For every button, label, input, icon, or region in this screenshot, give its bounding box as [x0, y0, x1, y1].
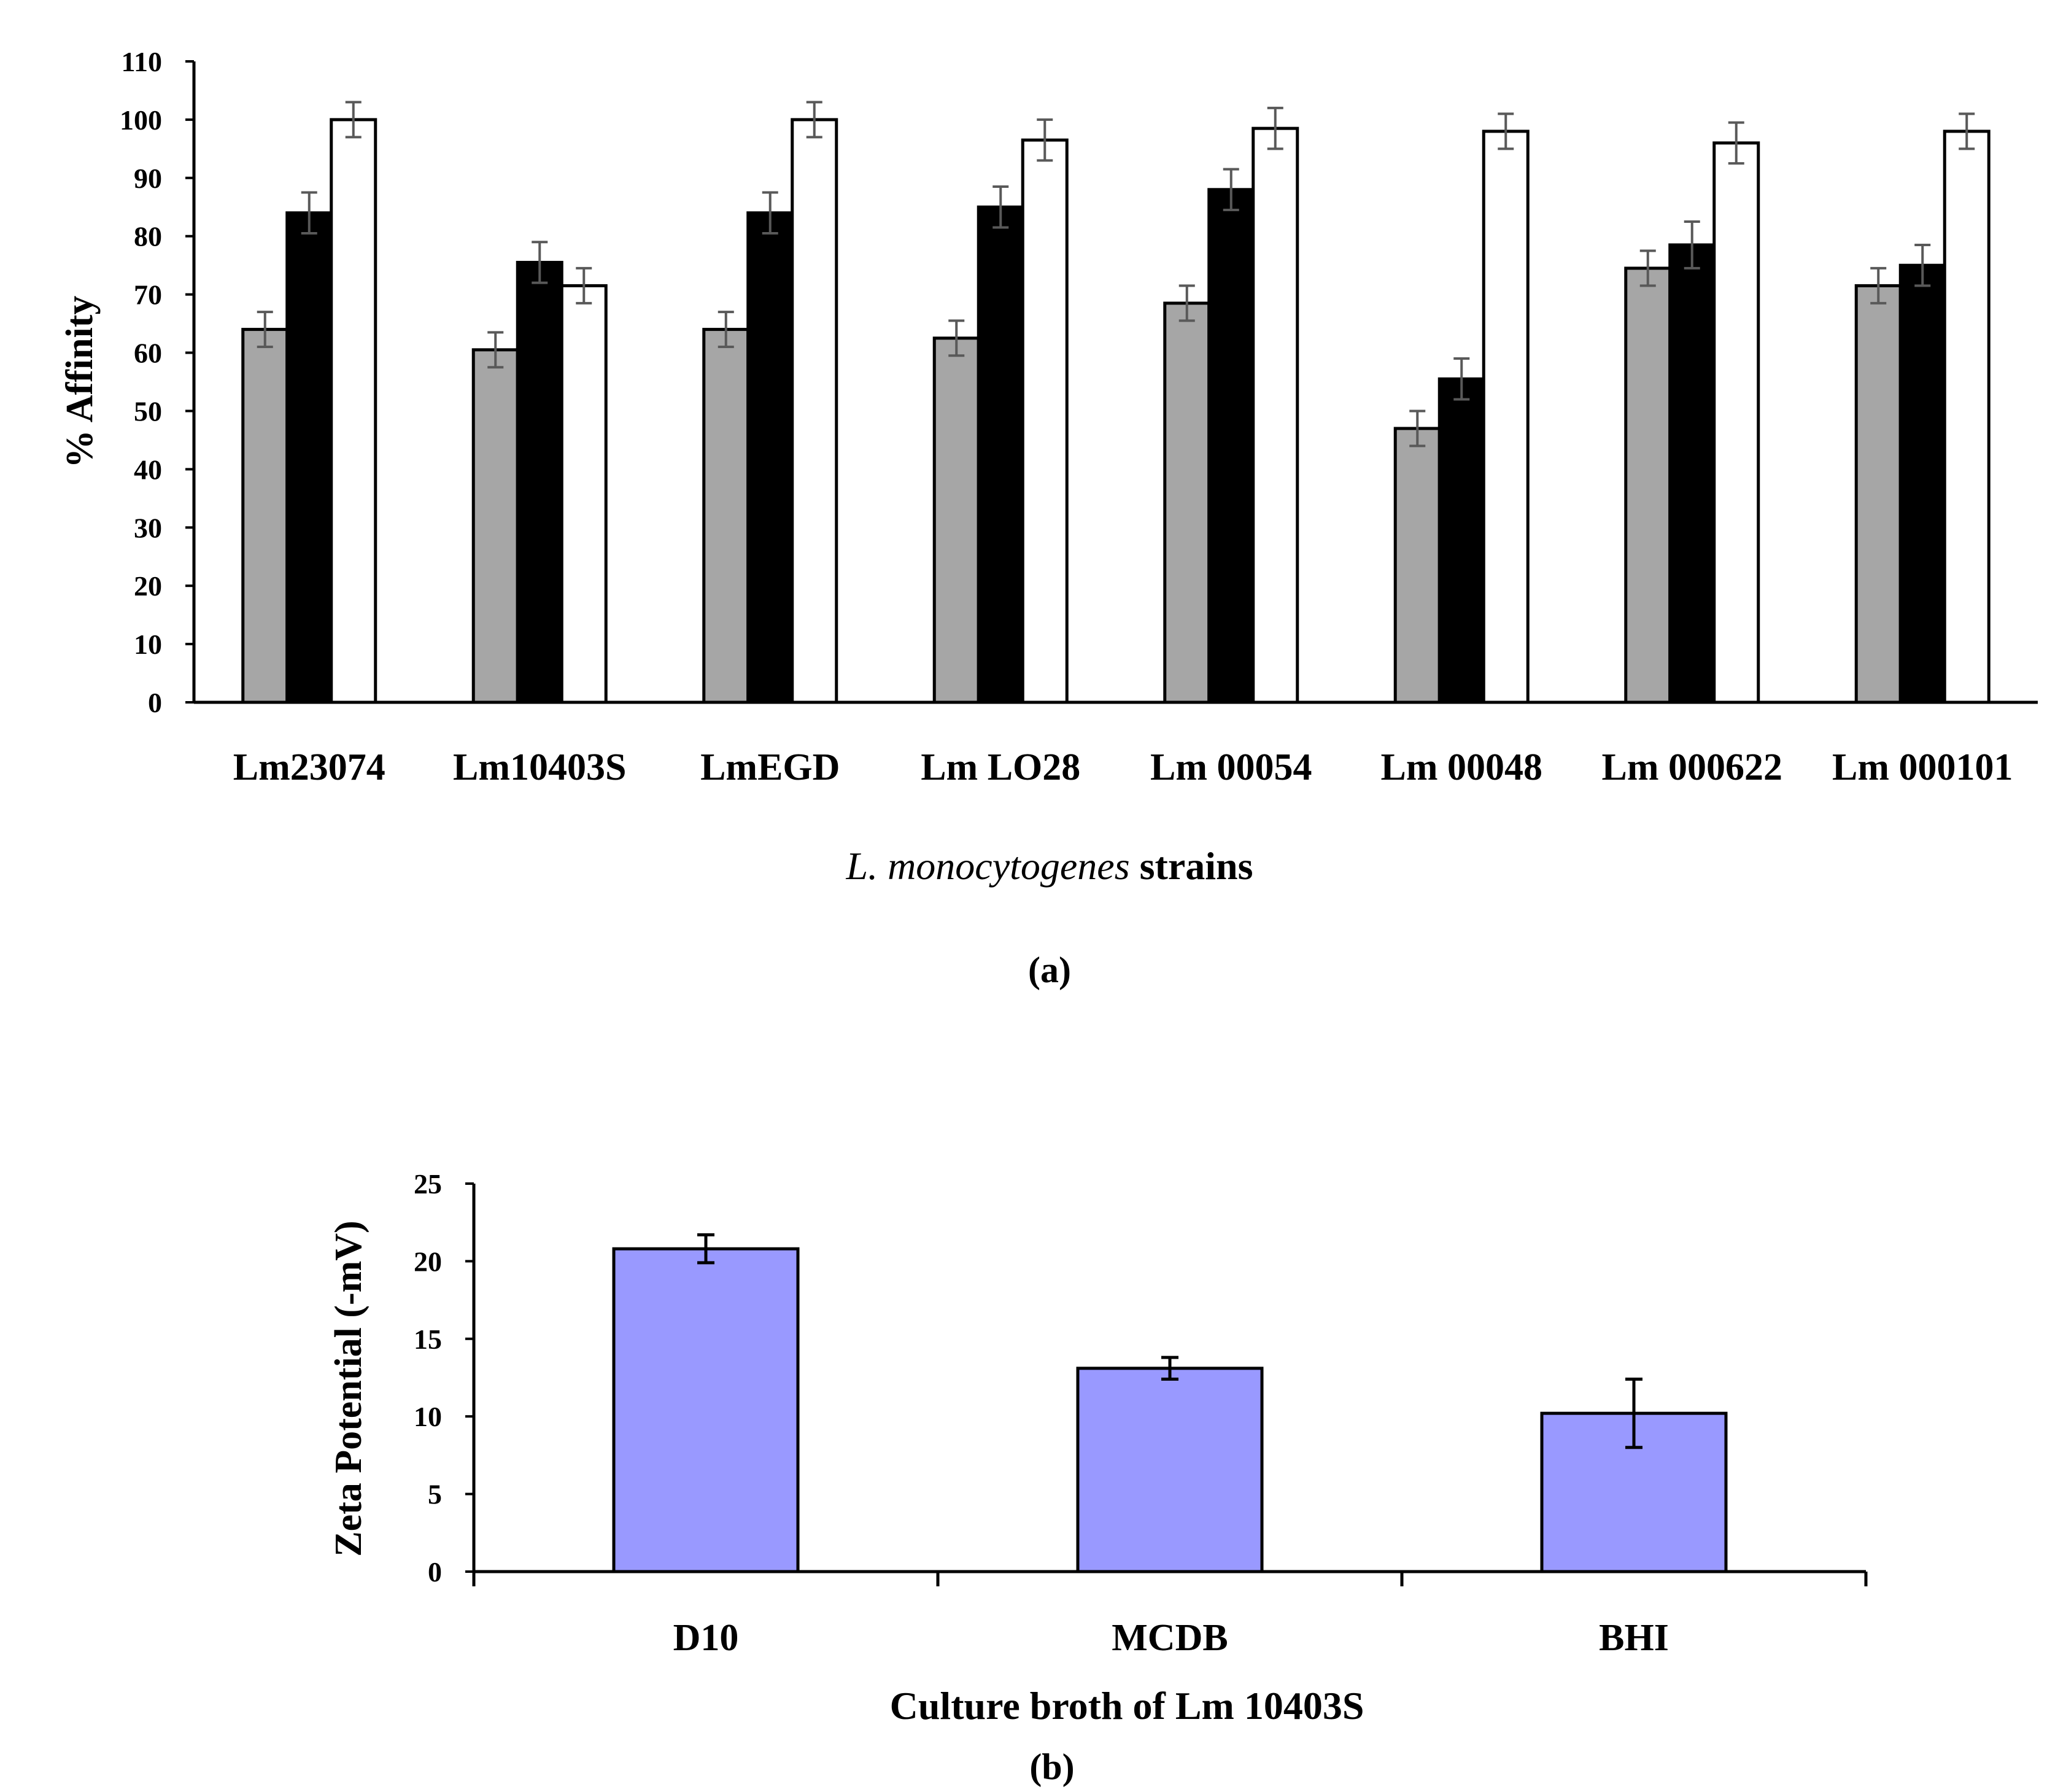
x-category-label: BHI: [1599, 1617, 1669, 1659]
bar-series-2: [1437, 377, 1485, 704]
y-tick-label: 50: [134, 395, 162, 427]
bar-series-1: [241, 328, 289, 704]
x-category-label: Lm 000101: [1832, 747, 2013, 788]
bar-series-1: [932, 336, 980, 704]
x-category-label: Lm 00054: [1150, 747, 1312, 788]
y-tick-label: 10: [414, 1401, 442, 1432]
y-tick-label: 30: [134, 512, 162, 543]
bar-series-1: [471, 348, 519, 704]
x-category-label: Lm23074: [233, 747, 385, 788]
bar-series-3: [791, 118, 838, 704]
bar-series-3: [560, 284, 608, 704]
bar-series-2: [1898, 263, 1946, 704]
bar-series-3: [1482, 130, 1530, 704]
x-category-label: Lm 00048: [1381, 747, 1543, 788]
chart-b: 0 5 10 15 20 25 D10 MCDB BHI Zeta Potential (-mV)…: [328, 1168, 1868, 1787]
x-category-label: Lm10403S: [453, 747, 626, 788]
y-tick-label: 80: [134, 221, 162, 252]
y-tick-label: 20: [414, 1246, 442, 1277]
bar-series-1: [1854, 284, 1902, 704]
y-tick-label: 5: [428, 1479, 442, 1510]
bar-zeta-potential: [612, 1247, 800, 1573]
bar-series-3: [1712, 141, 1760, 704]
x-category-label: LmEGD: [700, 747, 840, 788]
bar-zeta-potential: [1076, 1367, 1264, 1573]
x-category-label: Lm 000622: [1602, 747, 1783, 788]
bar-series-1: [1393, 427, 1441, 704]
chart-caption-a: (a): [1028, 950, 1071, 990]
bar-series-2: [746, 211, 794, 704]
bar-series-3: [1252, 126, 1299, 704]
bar-series-2: [516, 260, 563, 704]
x-category-label: Lm LO28: [921, 747, 1080, 788]
x-category-label: MCDB: [1112, 1617, 1228, 1659]
y-tick-label: 60: [134, 338, 162, 369]
bar-series-3: [1943, 130, 1991, 704]
x-axis-title-italic: L. monocytogenes: [845, 844, 1129, 888]
y-tick-label: 100: [120, 104, 162, 136]
y-tick-label: 70: [134, 279, 162, 311]
x-axis-title-rest: strains: [1130, 844, 1253, 888]
y-tick-label: 25: [414, 1168, 442, 1200]
y-tick-label: 15: [414, 1324, 442, 1355]
bar-series-2: [977, 205, 1024, 704]
y-axis-title: Zeta Potential (-mV): [328, 1220, 369, 1557]
bar-series-3: [330, 118, 377, 704]
x-axis-title: Culture broth of Lm 10403S: [890, 1684, 1364, 1728]
bar-series-1: [1624, 266, 1672, 704]
bar-series-2: [285, 211, 333, 704]
y-tick-label: 20: [134, 570, 162, 602]
y-tick-label: 110: [122, 46, 162, 77]
x-axis-title: L. monocytogenes strains: [845, 844, 1253, 888]
chart-a: 0 10 20 30 40 50 60 70 80 90 100 110 Lm23074 Lm10403S…: [59, 46, 2038, 990]
y-tick-label: 90: [134, 163, 162, 194]
bar-series-1: [1163, 301, 1211, 704]
bar-series-2: [1207, 188, 1255, 704]
y-axis-title: % Affinity: [59, 296, 101, 468]
y-tick-label: 40: [134, 454, 162, 485]
y-tick-label: 0: [428, 1556, 442, 1588]
y-tick-label: 10: [134, 629, 162, 660]
bar-series-1: [702, 328, 750, 704]
y-tick-label: 0: [148, 687, 162, 718]
bar-series-2: [1668, 243, 1716, 704]
chart-caption-b: (b): [1029, 1747, 1074, 1787]
bar-series-3: [1021, 138, 1069, 704]
x-category-label: D10: [673, 1617, 739, 1659]
